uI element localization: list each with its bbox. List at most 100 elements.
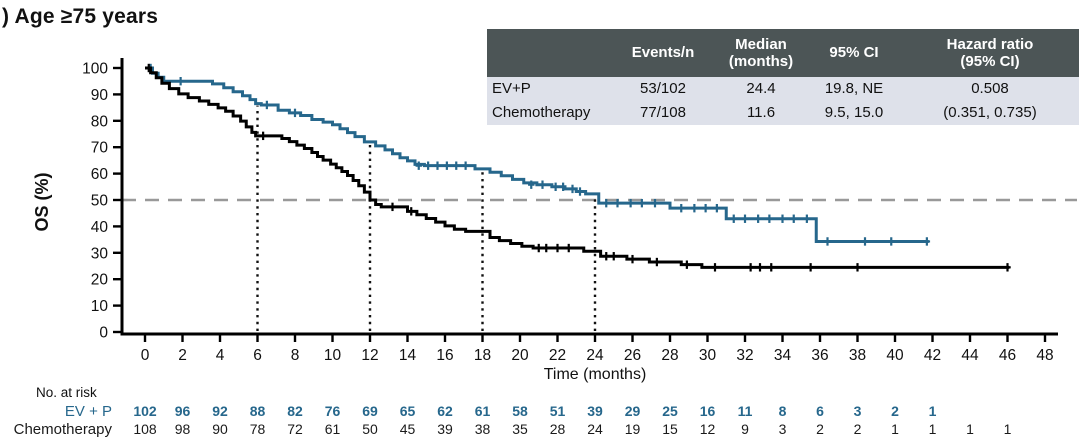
y-tick-label: 40: [91, 219, 109, 236]
risk-count: 28: [550, 421, 566, 437]
risk-count: 1: [891, 421, 899, 437]
risk-count: 2: [891, 403, 899, 419]
summary-hr-value: 0.508: [901, 77, 1079, 101]
risk-count: 58: [512, 403, 528, 419]
x-tick-label: 48: [1036, 347, 1053, 364]
risk-count: 69: [362, 403, 378, 419]
summary-header-blank: [487, 29, 611, 77]
risk-row-label: Chemotherapy: [14, 421, 113, 438]
x-tick-label: 12: [361, 347, 378, 364]
risk-count: 8: [779, 403, 787, 419]
risk-count: 61: [325, 421, 341, 437]
x-tick-label: 42: [924, 347, 941, 364]
risk-count: 1: [929, 403, 937, 419]
x-tick-label: 14: [399, 347, 417, 364]
y-tick-label: 30: [91, 245, 109, 262]
risk-count: 39: [587, 403, 603, 419]
risk-count: 92: [212, 403, 228, 419]
risk-count: 9: [741, 421, 749, 437]
risk-count: 15: [662, 421, 678, 437]
x-tick-label: 32: [736, 347, 753, 364]
y-tick-label: 100: [82, 61, 108, 78]
risk-count: 1: [929, 421, 937, 437]
summary-row-label: EV+P: [487, 77, 611, 101]
x-tick-label: 6: [253, 347, 262, 364]
summary-ci-value: 19.8, NE: [807, 77, 901, 101]
y-tick-label: 60: [91, 166, 109, 183]
risk-count: 1: [1004, 421, 1012, 437]
risk-count: 29: [625, 403, 641, 419]
y-tick-label: 20: [91, 272, 109, 289]
summary-ci-value: 9.5, 15.0: [807, 101, 901, 125]
risk-count: 3: [779, 421, 787, 437]
x-tick-label: 28: [661, 347, 678, 364]
summary-header-ci: 95% CI: [807, 29, 901, 77]
risk-count: 88: [250, 403, 266, 419]
risk-count: 24: [587, 421, 603, 437]
x-tick-label: 16: [436, 347, 453, 364]
risk-count: 45: [400, 421, 416, 437]
x-tick-label: 20: [511, 347, 529, 364]
summary-header-hr: Hazard ratio (95% CI): [901, 29, 1079, 77]
summary-events-value: 53/102: [611, 77, 715, 101]
summary-median-value: 11.6: [715, 101, 807, 125]
risk-count: 12: [700, 421, 716, 437]
risk-row-label: EV + P: [65, 403, 112, 420]
risk-count: 35: [512, 421, 528, 437]
no-at-risk-heading: No. at risk: [36, 385, 97, 400]
x-tick-label: 24: [586, 347, 604, 364]
summary-events-value: 77/108: [611, 101, 715, 125]
summary-row-chemo: Chemotherapy 77/108 11.6 9.5, 15.0 (0.35…: [487, 101, 1079, 125]
x-tick-label: 34: [774, 347, 792, 364]
risk-count: 11: [738, 403, 753, 419]
risk-count: 2: [854, 421, 862, 437]
risk-count: 96: [175, 403, 191, 419]
y-tick-label: 70: [91, 140, 109, 157]
x-tick-label: 44: [961, 347, 979, 364]
x-tick-label: 8: [291, 347, 300, 364]
y-axis-title: OS (%): [32, 172, 52, 231]
x-tick-label: 0: [141, 347, 150, 364]
x-tick-label: 4: [216, 347, 225, 364]
risk-count: 62: [437, 403, 453, 419]
x-axis-title: Time (months): [544, 366, 647, 383]
risk-count: 38: [475, 421, 491, 437]
risk-count: 72: [287, 421, 303, 437]
x-tick-label: 26: [624, 347, 641, 364]
risk-count: 25: [662, 403, 678, 419]
summary-row-evp: EV+P 53/102 24.4 19.8, NE 0.508: [487, 77, 1079, 101]
summary-hr-value: (0.351, 0.735): [901, 101, 1079, 125]
x-tick-label: 40: [886, 347, 904, 364]
risk-count: 108: [133, 421, 157, 437]
risk-count: 76: [325, 403, 341, 419]
x-tick-label: 2: [178, 347, 187, 364]
risk-count: 16: [700, 403, 716, 419]
risk-count: 65: [400, 403, 416, 419]
x-tick-label: 36: [811, 347, 828, 364]
risk-count: 3: [854, 403, 862, 419]
risk-count: 98: [175, 421, 191, 437]
y-tick-label: 50: [91, 193, 109, 210]
risk-count: 2: [816, 421, 824, 437]
y-tick-label: 80: [91, 113, 109, 130]
risk-count: 78: [250, 421, 266, 437]
risk-count: 90: [212, 421, 228, 437]
y-tick-label: 10: [91, 298, 109, 315]
x-tick-label: 10: [324, 347, 342, 364]
risk-count: 51: [550, 403, 566, 419]
x-tick-label: 22: [549, 347, 566, 364]
summary-header-events: Events/n: [611, 29, 715, 77]
risk-count: 61: [475, 403, 491, 419]
chemo-survival-curve: [145, 66, 1010, 269]
risk-count: 1: [966, 421, 974, 437]
x-tick-label: 30: [699, 347, 717, 364]
risk-count: 82: [287, 403, 303, 419]
y-tick-label: 0: [99, 325, 108, 342]
risk-count: 39: [437, 421, 453, 437]
summary-header-median: Median (months): [715, 29, 807, 77]
risk-count: 6: [816, 403, 824, 419]
summary-stats-table: Events/n Median (months) 95% CI Hazard ra…: [487, 29, 1079, 125]
summary-row-label: Chemotherapy: [487, 101, 611, 125]
